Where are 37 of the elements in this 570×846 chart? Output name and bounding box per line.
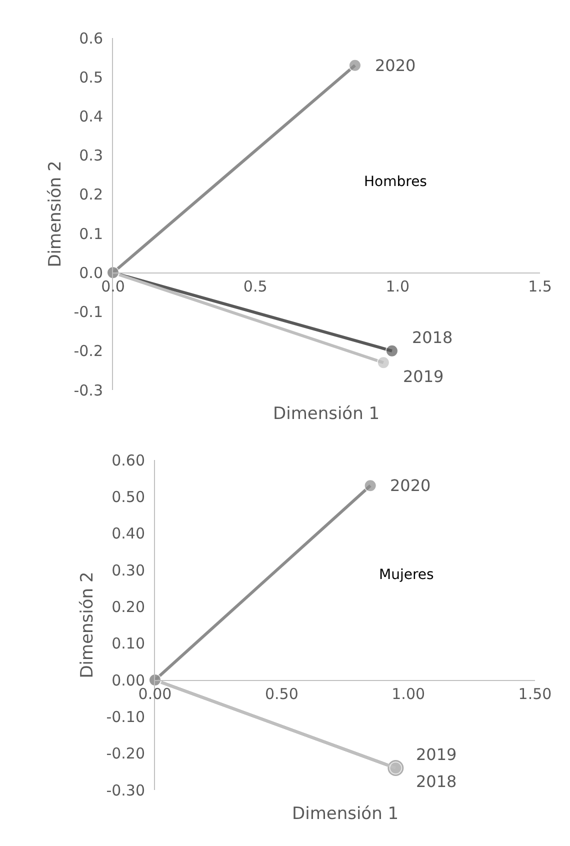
- y-axis-title: Dimensión 2: [78, 572, 98, 678]
- x-axis-title: Dimensión 1: [273, 404, 380, 424]
- x-tick-label: 0.50: [264, 685, 298, 703]
- y-axis-title: Dimensión 2: [45, 160, 66, 268]
- y-tick-label: 0.1: [79, 224, 103, 243]
- x-tick-label: 1.5: [528, 278, 552, 296]
- x-tick-label: 0.5: [243, 278, 268, 296]
- x-tick-label: 1.0: [386, 278, 410, 296]
- y-tick-label: -0.2: [74, 342, 103, 360]
- y-tick-label: -0.20: [106, 744, 145, 763]
- x-tick-label: 1.00: [392, 685, 426, 703]
- y-tick-label: 0.3: [79, 146, 103, 165]
- y-tick-label: 0.40: [112, 524, 145, 543]
- y-tick-label: 0.20: [112, 598, 145, 616]
- series-label: 2018: [416, 772, 457, 791]
- series-label: 2020: [375, 56, 416, 75]
- series-label: 2019: [403, 367, 444, 386]
- series-label: 2019: [416, 745, 457, 764]
- annotation: Mujeres: [379, 567, 434, 583]
- series-label: 2020: [390, 476, 431, 495]
- y-tick-label: 0.4: [79, 107, 103, 126]
- y-tick-label: 0.10: [112, 634, 145, 653]
- y-tick-label: -0.3: [74, 381, 103, 400]
- y-tick-label: 0.5: [79, 68, 103, 86]
- y-tick-label: 0.50: [112, 488, 145, 506]
- y-tick-label: 0.30: [112, 561, 145, 580]
- y-tick-label: 0.0: [79, 264, 103, 282]
- y-tick-label: -0.10: [106, 708, 145, 726]
- annotation: Hombres: [364, 174, 427, 190]
- y-tick-label: -0.1: [74, 303, 103, 322]
- y-tick-label: 0.6: [79, 29, 103, 48]
- y-tick-label: -0.30: [106, 781, 145, 800]
- x-axis-title: Dimensión 1: [292, 804, 399, 824]
- x-tick-label: 1.50: [518, 685, 552, 703]
- y-tick-label: 0.60: [112, 451, 145, 470]
- y-tick-label: 0.2: [79, 186, 103, 204]
- series-label: 2018: [412, 328, 453, 347]
